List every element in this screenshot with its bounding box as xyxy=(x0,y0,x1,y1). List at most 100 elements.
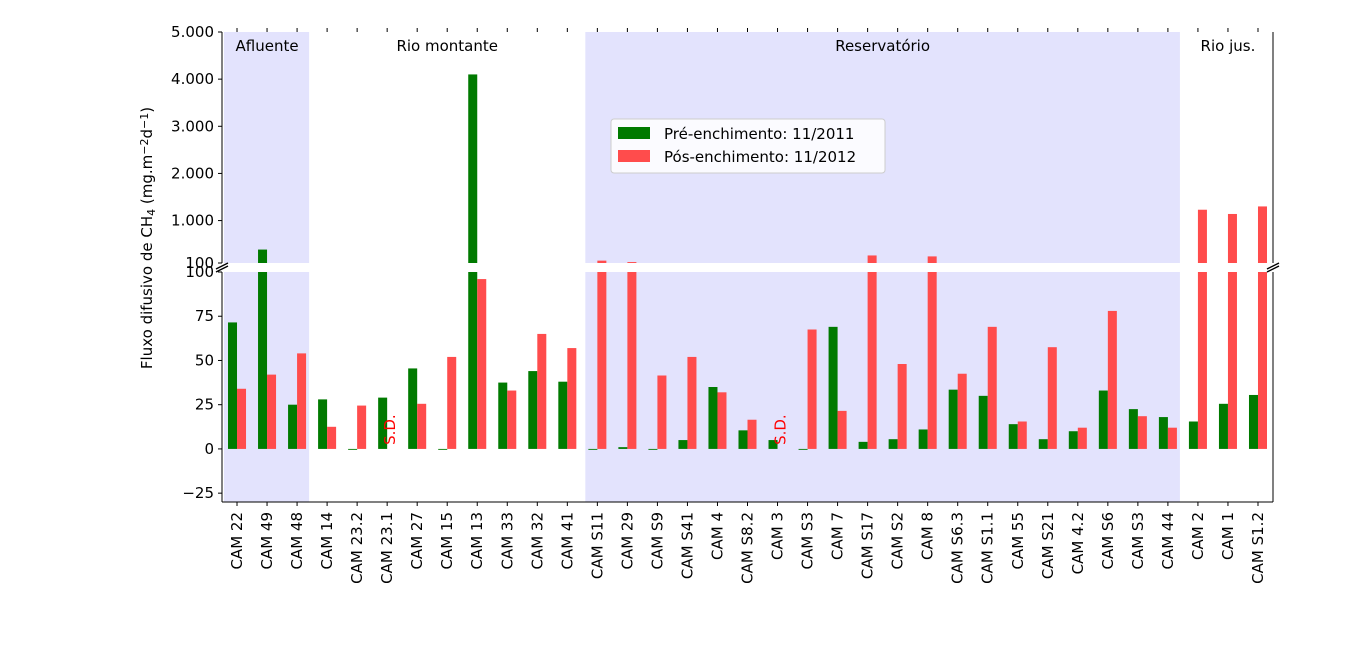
bar xyxy=(1017,421,1027,449)
bar xyxy=(1128,409,1138,449)
y-tick-label-upper: 4.000 xyxy=(171,70,214,88)
bar xyxy=(438,448,448,450)
y-tick-label-upper: 100 xyxy=(185,254,214,272)
x-tick-label: CAM 29 xyxy=(618,512,636,570)
axis-break-mark xyxy=(1266,262,1280,270)
x-tick-label: CAM 32 xyxy=(528,512,546,570)
bar xyxy=(867,255,877,263)
bar xyxy=(1197,209,1207,263)
bar xyxy=(867,272,877,449)
bar xyxy=(588,448,598,450)
bar xyxy=(1158,417,1168,449)
bar xyxy=(807,329,817,449)
y-axis-label-part: d xyxy=(138,129,156,139)
bar xyxy=(858,441,868,449)
bar xyxy=(798,448,808,450)
x-tick-label: CAM 15 xyxy=(438,512,456,570)
bar xyxy=(408,368,418,449)
x-tick-label: CAM S11 xyxy=(588,512,606,579)
bars-lower xyxy=(228,272,1267,450)
bar xyxy=(468,74,478,263)
y-axis-label-part: ) xyxy=(138,107,156,113)
bar xyxy=(978,395,988,449)
x-tick-label: CAM S3 xyxy=(1129,512,1147,570)
y-tick-label-upper: 5.000 xyxy=(171,23,214,41)
bar xyxy=(648,448,658,450)
region-labels: Afluente Rio montante Reservatório Rio jus. xyxy=(236,37,1256,55)
x-tick-label: CAM 44 xyxy=(1159,512,1177,570)
bar xyxy=(288,404,298,449)
bar xyxy=(447,356,457,449)
bar xyxy=(567,348,577,449)
x-tick-label: CAM 4 xyxy=(708,512,726,560)
legend-entry: Pós-enchimento: 11/2012 xyxy=(664,148,856,166)
bar xyxy=(1248,394,1258,449)
bar xyxy=(657,375,667,449)
bar xyxy=(747,419,757,449)
bar xyxy=(1047,347,1057,449)
y-tick-label-upper: 3.000 xyxy=(171,117,214,135)
region-label: Rio jus. xyxy=(1201,37,1256,55)
region-label: Afluente xyxy=(236,37,299,55)
bar xyxy=(1038,439,1048,449)
x-tick-label: CAM 49 xyxy=(258,512,276,570)
y-tick-label-lower: 0 xyxy=(204,440,214,458)
bar xyxy=(1227,213,1237,263)
y-tick-label-lower: 25 xyxy=(195,396,214,414)
bar xyxy=(267,374,277,449)
y-tick-label-lower: 50 xyxy=(195,351,214,369)
bar xyxy=(498,382,508,449)
x-tick-label: CAM S8.2 xyxy=(739,512,757,584)
bar xyxy=(357,405,367,449)
bar xyxy=(987,326,997,449)
x-tick-label: CAM S6.3 xyxy=(949,512,967,584)
region-label: Rio montante xyxy=(396,37,498,55)
x-tick-label: CAM 55 xyxy=(1009,512,1027,570)
bar xyxy=(678,440,688,449)
y-tick-label-upper: 1.000 xyxy=(171,212,214,230)
x-tick-label: CAM 1 xyxy=(1219,512,1237,560)
bar xyxy=(297,353,307,449)
bar xyxy=(417,403,427,449)
x-tick-label: CAM 41 xyxy=(558,512,576,570)
bar xyxy=(237,388,247,449)
x-tick-label: CAM 7 xyxy=(829,512,847,560)
bar xyxy=(1227,272,1237,449)
bar xyxy=(327,426,337,449)
legend-box xyxy=(610,118,886,174)
regions-lower xyxy=(224,272,1180,502)
region-label: Reservatório xyxy=(835,37,930,55)
bar xyxy=(1077,427,1087,449)
bar xyxy=(1098,390,1108,449)
bar xyxy=(897,364,907,449)
bar xyxy=(627,262,637,263)
x-tick-label: CAM 14 xyxy=(318,512,336,570)
bar xyxy=(828,326,838,449)
y-tick-label-lower: 75 xyxy=(195,307,214,325)
bar xyxy=(1107,310,1117,449)
bars-upper xyxy=(258,74,1267,263)
x-tick-label: CAM 3 xyxy=(769,512,787,560)
y-axis-label: Fluxo difusivo de CH4 (mg.m−2d−1) xyxy=(138,107,158,369)
x-tick-label: CAM S17 xyxy=(859,512,877,579)
bar xyxy=(597,260,607,263)
region-band-lower xyxy=(585,272,1180,502)
y-axis-label-part: −1 xyxy=(138,113,151,129)
bar xyxy=(738,430,748,449)
y-axis-label-part: (mg.m xyxy=(138,155,156,209)
x-tick-label: CAM S9 xyxy=(648,512,666,570)
bar xyxy=(537,333,547,449)
no-data-label: S.D. xyxy=(381,414,399,445)
bar xyxy=(468,272,478,449)
x-tick-label: CAM 48 xyxy=(288,512,306,570)
x-tick-label: CAM 4.2 xyxy=(1069,512,1087,574)
x-tick-label: CAM S2 xyxy=(889,512,907,570)
x-tick-label: CAM 23.1 xyxy=(378,512,396,584)
bar xyxy=(618,447,628,449)
bar xyxy=(228,322,238,449)
bar xyxy=(507,390,517,449)
legend-swatch xyxy=(618,127,650,139)
x-tick-label: CAM S41 xyxy=(678,512,696,579)
axis-break-mark xyxy=(215,262,229,270)
axis-break-mark xyxy=(215,265,229,273)
